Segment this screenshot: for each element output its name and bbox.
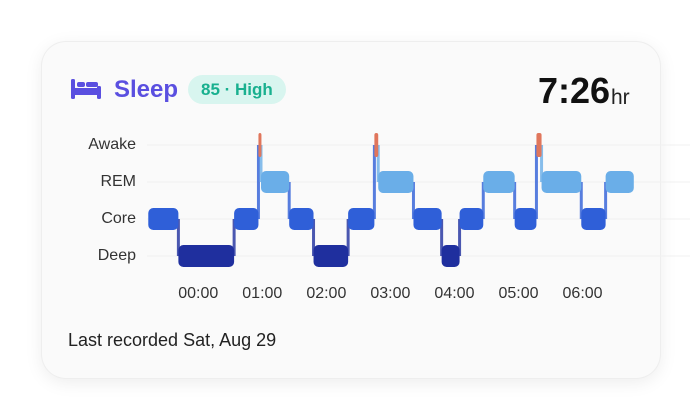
stage-segment <box>348 208 375 230</box>
y-tick-label: Core <box>101 210 136 227</box>
x-tick-label: 04:00 <box>434 285 474 302</box>
x-tick-label: 02:00 <box>306 285 346 302</box>
x-tick-label: 01:00 <box>242 285 282 302</box>
stage-segment <box>441 245 460 267</box>
stage-segment <box>148 208 179 230</box>
stage-segment <box>313 245 349 267</box>
score-badge: 85 · High <box>188 75 286 104</box>
y-tick-label: REM <box>100 173 136 190</box>
x-tick-label: 05:00 <box>498 285 538 302</box>
stage-segment <box>378 171 414 193</box>
stage-segment <box>581 208 606 230</box>
stage-segment <box>261 171 290 193</box>
stage-segment <box>536 133 542 157</box>
stage-segment <box>605 171 634 193</box>
stage-segment <box>483 171 515 193</box>
x-tick-label: 06:00 <box>563 285 603 302</box>
x-tick-label: 00:00 <box>178 285 218 302</box>
x-tick-label: 03:00 <box>370 285 410 302</box>
stage-segment <box>178 245 235 267</box>
duration-unit: hr <box>611 86 630 109</box>
stage-segment <box>289 208 314 230</box>
stage-segment <box>234 208 259 230</box>
y-tick-label: Awake <box>88 136 136 153</box>
stage-segment <box>541 171 582 193</box>
bed-icon <box>71 79 101 99</box>
y-tick-label: Deep <box>98 247 136 264</box>
last-recorded: Last recorded Sat, Aug 29 <box>68 330 277 350</box>
stage-segment <box>374 133 379 157</box>
stage-segment <box>459 208 484 230</box>
stage-segment <box>514 208 537 230</box>
stage-segment <box>413 208 442 230</box>
stage-segment <box>258 133 262 157</box>
sleep-duration: 7:26 <box>537 70 610 111</box>
card-title: Sleep <box>114 76 179 103</box>
